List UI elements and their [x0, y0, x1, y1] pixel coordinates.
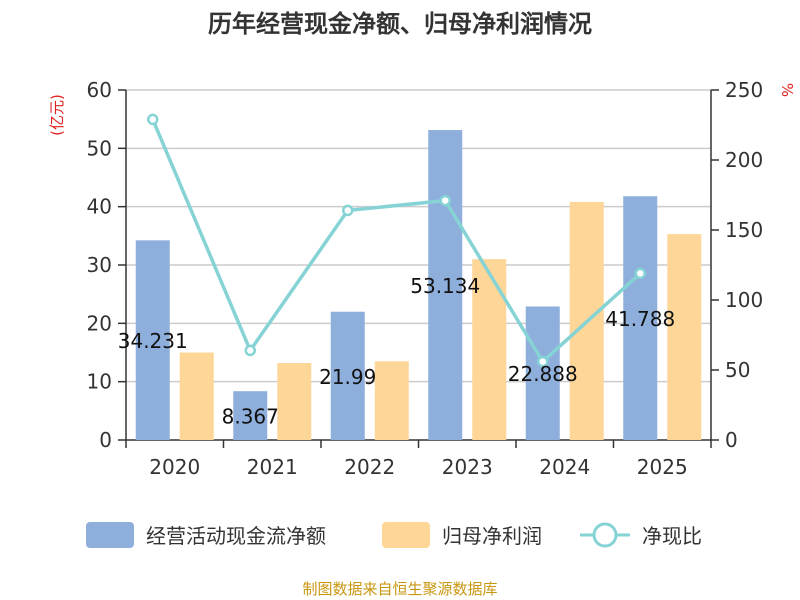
source-note: 制图数据来自恒生聚源数据库 — [302, 580, 497, 598]
right-tick-label: 100 — [725, 288, 763, 312]
left-tick-label: 50 — [87, 136, 112, 160]
x-tick-label: 2021 — [247, 455, 298, 479]
ratio-polyline — [151, 118, 642, 365]
data-labels: 34.231 8.367 21.99 53.134 22.888 41.788 — [118, 274, 675, 429]
left-tick-label: 10 — [87, 370, 112, 394]
left-tick-label: 0 — [99, 428, 112, 452]
chart-title: 历年经营现金净额、归母净利润情况 — [208, 10, 592, 38]
data-label-cash: 8.367 — [222, 405, 279, 429]
ratio-point — [537, 355, 549, 368]
legend-marker-ratio — [592, 522, 618, 548]
data-label-cash: 22.888 — [508, 362, 578, 386]
right-axis-unit: % — [778, 83, 796, 97]
axes: 0 10 20 30 40 50 60 0 50 100 150 200 250 2020 2021 2022… — [87, 78, 764, 479]
left-tick-label: 20 — [87, 311, 112, 335]
gridlines — [126, 89, 711, 383]
bar-profit — [277, 363, 312, 440]
right-tick-label: 50 — [725, 358, 750, 382]
x-tick-label: 2024 — [539, 455, 590, 479]
bar-profit — [179, 352, 214, 440]
legend-swatch-profit — [382, 522, 430, 548]
ratio-line — [147, 113, 646, 368]
ratio-point — [244, 344, 256, 357]
bar-cash — [330, 311, 365, 440]
bar-cash — [233, 391, 268, 440]
legend-label-cash: 经营活动现金流净额 — [146, 524, 326, 548]
legend: 经营活动现金流净额 归母净利润 净现比 — [86, 522, 702, 548]
bar-cash — [623, 196, 658, 440]
ratio-point — [439, 194, 451, 207]
right-tick-label: 150 — [725, 218, 763, 242]
bar-cash — [525, 306, 560, 440]
left-tick-label: 30 — [87, 253, 112, 277]
left-tick-label: 40 — [87, 195, 112, 219]
bar-profit — [667, 234, 702, 440]
data-label-cash: 21.99 — [319, 365, 376, 389]
ratio-point — [342, 204, 354, 217]
legend-swatch-cash — [86, 522, 134, 548]
bar-cash — [428, 130, 463, 440]
x-tick-label: 2022 — [344, 455, 395, 479]
left-axis-unit: (亿元) — [48, 94, 66, 136]
right-tick-label: 250 — [725, 78, 763, 102]
legend-label-ratio: 净现比 — [642, 524, 702, 548]
x-tick-label: 2023 — [442, 455, 493, 479]
ratio-point — [147, 113, 159, 126]
right-tick-label: 0 — [725, 428, 738, 452]
left-tick-label: 60 — [87, 78, 112, 102]
bar-cash — [135, 240, 170, 440]
x-tick-label: 2020 — [149, 455, 200, 479]
right-tick-label: 200 — [725, 148, 763, 172]
legend-label-profit: 归母净利润 — [442, 524, 542, 548]
data-label-cash: 34.231 — [118, 329, 188, 353]
data-label-cash: 53.134 — [410, 274, 480, 298]
x-tick-label: 2025 — [637, 455, 688, 479]
data-label-cash: 41.788 — [605, 307, 675, 331]
ratio-point — [634, 267, 646, 280]
bar-profit — [374, 361, 409, 440]
